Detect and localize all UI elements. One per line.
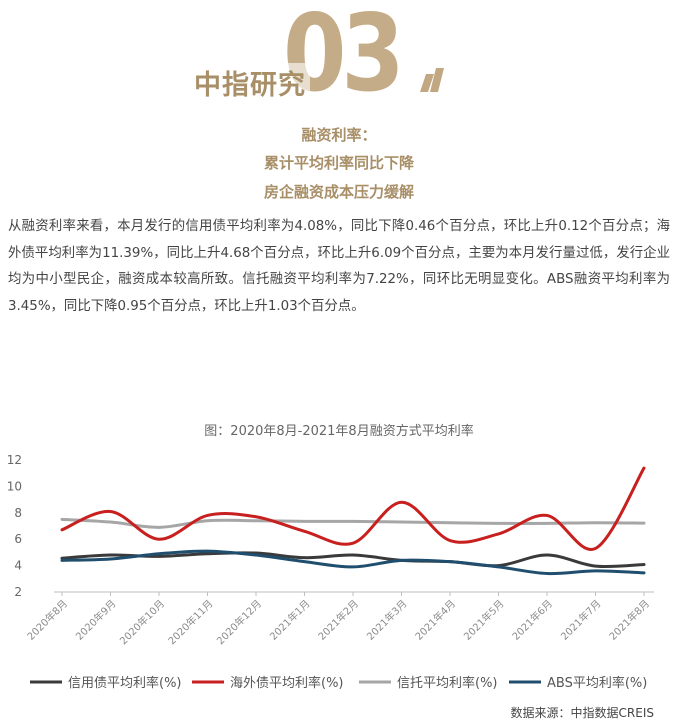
x-tick-label: 2021年4月 <box>412 597 458 643</box>
data-source: 数据来源：中指数据CREIS <box>510 706 654 720</box>
subtitle-line-1: 融资利率： <box>301 126 377 144</box>
x-tick-label: 2021年3月 <box>364 597 410 643</box>
section-label: 中指研究 <box>190 63 310 102</box>
series-line-2 <box>60 466 646 551</box>
x-tick-label: 2020年8月 <box>24 597 70 643</box>
chart-title: 图：2020年8月-2021年8月融资方式平均利率 <box>204 424 474 439</box>
y-tick-label: 2 <box>14 585 22 599</box>
y-tick-label: 6 <box>14 532 22 546</box>
section-header: 03 中指研究 <box>0 0 678 120</box>
body-paragraph: 从融资利率来看，本月发行的信用债平均利率为4.08%，同比下降0.46个百分点，… <box>8 219 670 314</box>
y-tick-label: 8 <box>14 506 22 520</box>
x-tick-label: 2020年9月 <box>73 597 119 643</box>
x-tick-label: 2020年11月 <box>165 597 215 647</box>
legend-label: 海外债平均利率(%) <box>230 675 344 691</box>
y-tick-label: 10 <box>7 479 22 493</box>
x-tick-label: 2021年8月 <box>606 597 652 643</box>
subtitle-line-3: 房企融资成本压力缓解 <box>263 183 414 201</box>
series-line-3 <box>60 517 646 529</box>
subtitle-line-2: 累计平均利率同比下降 <box>263 154 414 172</box>
legend-label: 信托平均利率(%) <box>397 675 498 691</box>
series-line-1 <box>60 551 646 569</box>
x-tick-label: 2020年10月 <box>117 597 167 647</box>
x-tick-label: 2021年2月 <box>315 597 361 643</box>
x-tick-label: 2021年7月 <box>558 597 604 643</box>
legend-label: 信用债平均利率(%) <box>68 675 182 691</box>
x-tick-label: 2021年1月 <box>267 597 313 643</box>
y-tick-label: 12 <box>7 453 22 467</box>
x-tick-label: 2021年6月 <box>509 597 555 643</box>
slash-mark <box>420 68 444 92</box>
series-line-4 <box>60 549 646 576</box>
legend-label: ABS平均利率(%) <box>547 675 647 691</box>
x-tick-label: 2021年5月 <box>461 597 507 643</box>
y-tick-label: 4 <box>14 559 22 573</box>
x-tick-label: 2020年12月 <box>214 597 264 647</box>
